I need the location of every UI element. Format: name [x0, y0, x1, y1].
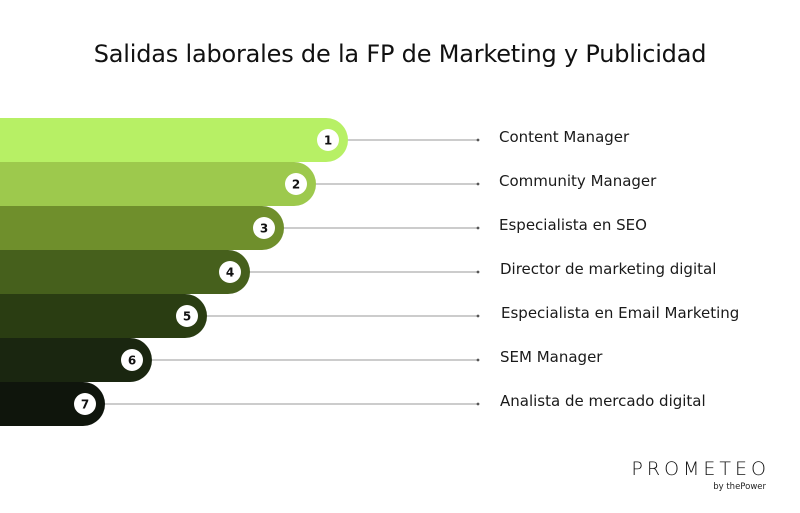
step-number: 7	[81, 398, 89, 412]
step-bar	[0, 118, 348, 162]
career-label: Analista de mercado digital	[500, 392, 706, 410]
step-bar	[0, 250, 250, 294]
step-number: 4	[226, 266, 234, 280]
step-number-badge	[176, 305, 198, 327]
career-label: Content Manager	[499, 128, 630, 146]
step-number: 3	[260, 222, 268, 236]
step-number: 2	[292, 178, 300, 192]
career-label: Especialista en Email Marketing	[501, 304, 740, 322]
logo-wordmark: PROMETEO	[631, 458, 770, 480]
connector-dot	[476, 314, 480, 318]
step-number-badge	[74, 393, 96, 415]
diagram-title: Salidas laborales de la FP de Marketing …	[93, 40, 707, 68]
step-number: 6	[128, 354, 136, 368]
career-step-4: 4	[0, 250, 480, 294]
step-number-badge	[219, 261, 241, 283]
connector-dot	[476, 358, 480, 362]
career-step-3: 3	[0, 206, 480, 250]
career-step-1: 1	[0, 118, 480, 162]
step-bar	[0, 162, 316, 206]
connector-dot	[476, 138, 480, 142]
career-label: Especialista en SEO	[499, 216, 647, 234]
step-number-badge	[121, 349, 143, 371]
logo-tagline: by thePower	[713, 482, 766, 492]
step-number: 1	[324, 134, 332, 148]
career-label: Director de marketing digital	[500, 260, 717, 278]
step-bar	[0, 206, 284, 250]
career-step-6: 6	[0, 338, 480, 382]
prometeo-logo: PROMETEO by thePower	[631, 458, 770, 492]
career-step-7: 7	[0, 382, 480, 426]
step-bar	[0, 382, 105, 426]
connector-dot	[476, 402, 480, 406]
connector-dot	[476, 270, 480, 274]
step-number-badge	[253, 217, 275, 239]
connector-dot	[476, 226, 480, 230]
step-number: 5	[183, 310, 191, 324]
step-bar	[0, 338, 152, 382]
connector-dot	[476, 182, 480, 186]
career-label: Community Manager	[499, 172, 657, 190]
career-step-5: 5	[0, 294, 480, 338]
step-number-badge	[285, 173, 307, 195]
step-bar	[0, 294, 207, 338]
career-label: SEM Manager	[500, 348, 603, 366]
career-step-2: 2	[0, 162, 480, 206]
step-number-badge	[317, 129, 339, 151]
